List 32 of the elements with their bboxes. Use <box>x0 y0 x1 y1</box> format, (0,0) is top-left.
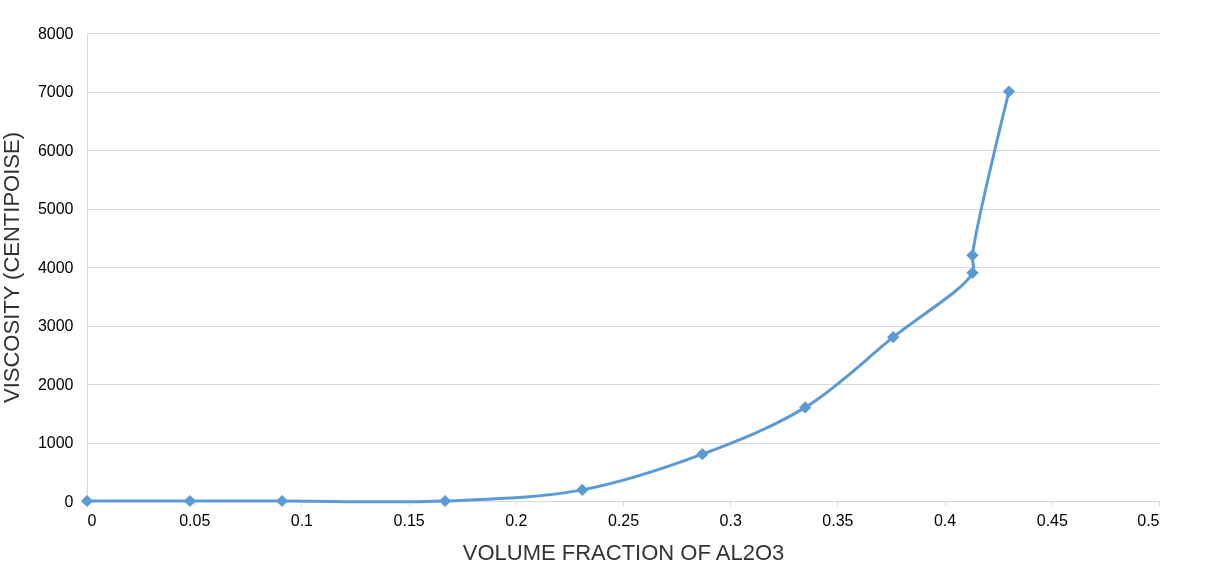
x-tick-label: 0.3 <box>719 511 742 529</box>
point <box>966 266 979 279</box>
y-tick-label: 5000 <box>37 200 74 217</box>
x-tick-label: 0.25 <box>607 511 640 529</box>
y-tick-label: 8000 <box>37 24 74 42</box>
x-axis-title: VOLUME FRACTION OF AL2O3 <box>462 539 785 565</box>
y-tick-label: 0 <box>64 492 74 510</box>
point <box>183 494 197 508</box>
y-tick-label: 1000 <box>37 434 74 451</box>
x-tick-label: 0.4 <box>933 511 957 529</box>
y-tick-label: 6000 <box>37 141 74 159</box>
x-tick-label: 0.35 <box>822 511 854 529</box>
point <box>696 448 709 461</box>
point <box>438 494 452 508</box>
x-tick-label: 0.15 <box>393 511 425 529</box>
point <box>275 494 289 508</box>
point <box>887 331 900 344</box>
y-tick-label: 7000 <box>37 83 74 100</box>
x-tick-label: 0.5 <box>1137 511 1160 529</box>
point <box>80 494 94 508</box>
x-tick-label: 0.1 <box>290 511 314 529</box>
x-tick-label: 0.05 <box>179 511 211 529</box>
x-tick-label: 0 <box>87 511 97 529</box>
point <box>799 401 812 414</box>
x-tick-label: 0.45 <box>1036 511 1068 529</box>
point <box>1002 85 1016 98</box>
x-tick-label: 0.2 <box>505 511 528 529</box>
point <box>576 483 589 497</box>
y-axis-title: VISCOSITY (CENTIPOISE) <box>0 132 24 403</box>
y-tick-label: 2000 <box>37 375 74 393</box>
y-tick-label: 3000 <box>37 317 74 334</box>
y-tick-label: 4000 <box>37 258 74 276</box>
